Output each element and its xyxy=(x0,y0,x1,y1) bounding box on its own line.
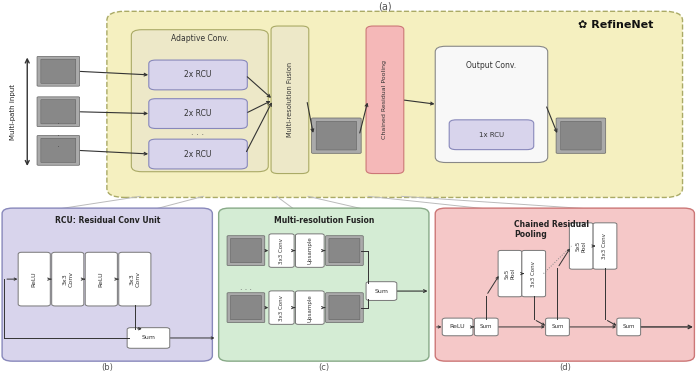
FancyBboxPatch shape xyxy=(561,121,601,150)
FancyBboxPatch shape xyxy=(149,60,247,90)
FancyBboxPatch shape xyxy=(218,208,429,361)
Text: Multi-resolution Fusion: Multi-resolution Fusion xyxy=(274,216,374,225)
Text: (a): (a) xyxy=(378,2,392,12)
FancyBboxPatch shape xyxy=(85,252,118,306)
FancyBboxPatch shape xyxy=(107,11,682,197)
FancyBboxPatch shape xyxy=(545,318,569,336)
FancyBboxPatch shape xyxy=(326,293,363,323)
FancyBboxPatch shape xyxy=(18,252,50,306)
Text: Chained Residual Pooling: Chained Residual Pooling xyxy=(382,60,387,139)
FancyBboxPatch shape xyxy=(230,295,261,320)
FancyBboxPatch shape xyxy=(522,250,545,297)
FancyBboxPatch shape xyxy=(119,252,151,306)
Text: ·
·
·: · · · xyxy=(57,119,60,152)
FancyBboxPatch shape xyxy=(2,208,212,361)
Text: ✿ RefineNet: ✿ RefineNet xyxy=(578,20,653,30)
FancyBboxPatch shape xyxy=(132,30,268,172)
FancyBboxPatch shape xyxy=(227,236,265,266)
Text: · · ·: · · · xyxy=(240,286,252,295)
FancyBboxPatch shape xyxy=(127,327,170,348)
FancyBboxPatch shape xyxy=(329,238,360,263)
FancyBboxPatch shape xyxy=(271,26,309,173)
FancyBboxPatch shape xyxy=(498,250,522,297)
FancyBboxPatch shape xyxy=(556,118,606,153)
Text: RCU: Residual Conv Unit: RCU: Residual Conv Unit xyxy=(55,216,160,225)
FancyBboxPatch shape xyxy=(41,138,76,163)
Text: Multi-path input: Multi-path input xyxy=(10,84,16,140)
FancyBboxPatch shape xyxy=(312,118,361,153)
Text: 2x RCU: 2x RCU xyxy=(184,109,211,118)
Text: 2x RCU: 2x RCU xyxy=(184,150,211,159)
Text: Upsample: Upsample xyxy=(307,294,312,322)
Text: 3x3 Conv: 3x3 Conv xyxy=(279,295,284,320)
Text: 3x3
Conv: 3x3 Conv xyxy=(62,271,74,287)
Text: 3x3 Conv: 3x3 Conv xyxy=(279,238,284,264)
FancyBboxPatch shape xyxy=(435,46,547,163)
FancyBboxPatch shape xyxy=(475,318,498,336)
Text: ReLU: ReLU xyxy=(450,325,466,329)
FancyBboxPatch shape xyxy=(149,139,247,169)
FancyBboxPatch shape xyxy=(295,291,324,325)
Text: 5x5
Pool: 5x5 Pool xyxy=(576,240,587,252)
Text: Sum: Sum xyxy=(141,335,155,341)
Text: Sum: Sum xyxy=(374,289,388,294)
FancyBboxPatch shape xyxy=(37,97,80,127)
FancyBboxPatch shape xyxy=(617,318,641,336)
FancyBboxPatch shape xyxy=(52,252,84,306)
Text: Multi-resolution Fusion: Multi-resolution Fusion xyxy=(287,62,293,137)
FancyBboxPatch shape xyxy=(149,99,247,128)
FancyBboxPatch shape xyxy=(37,56,80,86)
Text: 2x RCU: 2x RCU xyxy=(184,70,211,79)
Text: Adaptive Conv.: Adaptive Conv. xyxy=(171,34,228,43)
Text: ReLU: ReLU xyxy=(32,271,36,287)
FancyBboxPatch shape xyxy=(366,282,397,301)
FancyBboxPatch shape xyxy=(593,223,617,269)
Text: 1x RCU: 1x RCU xyxy=(479,132,504,138)
Text: Chained Residual
Pooling: Chained Residual Pooling xyxy=(514,220,589,239)
Text: Sum: Sum xyxy=(480,325,493,329)
Text: · · ·: · · · xyxy=(192,131,204,140)
Text: 5x5
Pool: 5x5 Pool xyxy=(505,268,515,279)
FancyBboxPatch shape xyxy=(569,223,593,269)
FancyBboxPatch shape xyxy=(449,120,533,150)
FancyBboxPatch shape xyxy=(295,234,324,267)
FancyBboxPatch shape xyxy=(316,121,356,150)
Text: 3x3 Conv: 3x3 Conv xyxy=(531,261,536,286)
Text: (c): (c) xyxy=(318,363,330,372)
FancyBboxPatch shape xyxy=(269,234,294,267)
FancyBboxPatch shape xyxy=(41,59,76,84)
Text: Sum: Sum xyxy=(551,325,564,329)
Text: ReLU: ReLU xyxy=(99,271,104,287)
Text: Upsample: Upsample xyxy=(307,237,312,264)
Text: Output Conv.: Output Conv. xyxy=(466,61,517,70)
Text: (d): (d) xyxy=(559,363,570,372)
FancyBboxPatch shape xyxy=(41,100,76,124)
FancyBboxPatch shape xyxy=(326,236,363,266)
FancyBboxPatch shape xyxy=(366,26,404,173)
Text: 3x3
Conv: 3x3 Conv xyxy=(130,271,140,287)
Text: (b): (b) xyxy=(102,363,113,372)
FancyBboxPatch shape xyxy=(269,291,294,325)
Text: Sum: Sum xyxy=(622,325,635,329)
FancyBboxPatch shape xyxy=(435,208,694,361)
FancyBboxPatch shape xyxy=(227,293,265,323)
FancyBboxPatch shape xyxy=(442,318,473,336)
FancyBboxPatch shape xyxy=(37,135,80,165)
FancyBboxPatch shape xyxy=(230,238,261,263)
Text: 3x3 Conv: 3x3 Conv xyxy=(603,233,608,259)
FancyBboxPatch shape xyxy=(329,295,360,320)
